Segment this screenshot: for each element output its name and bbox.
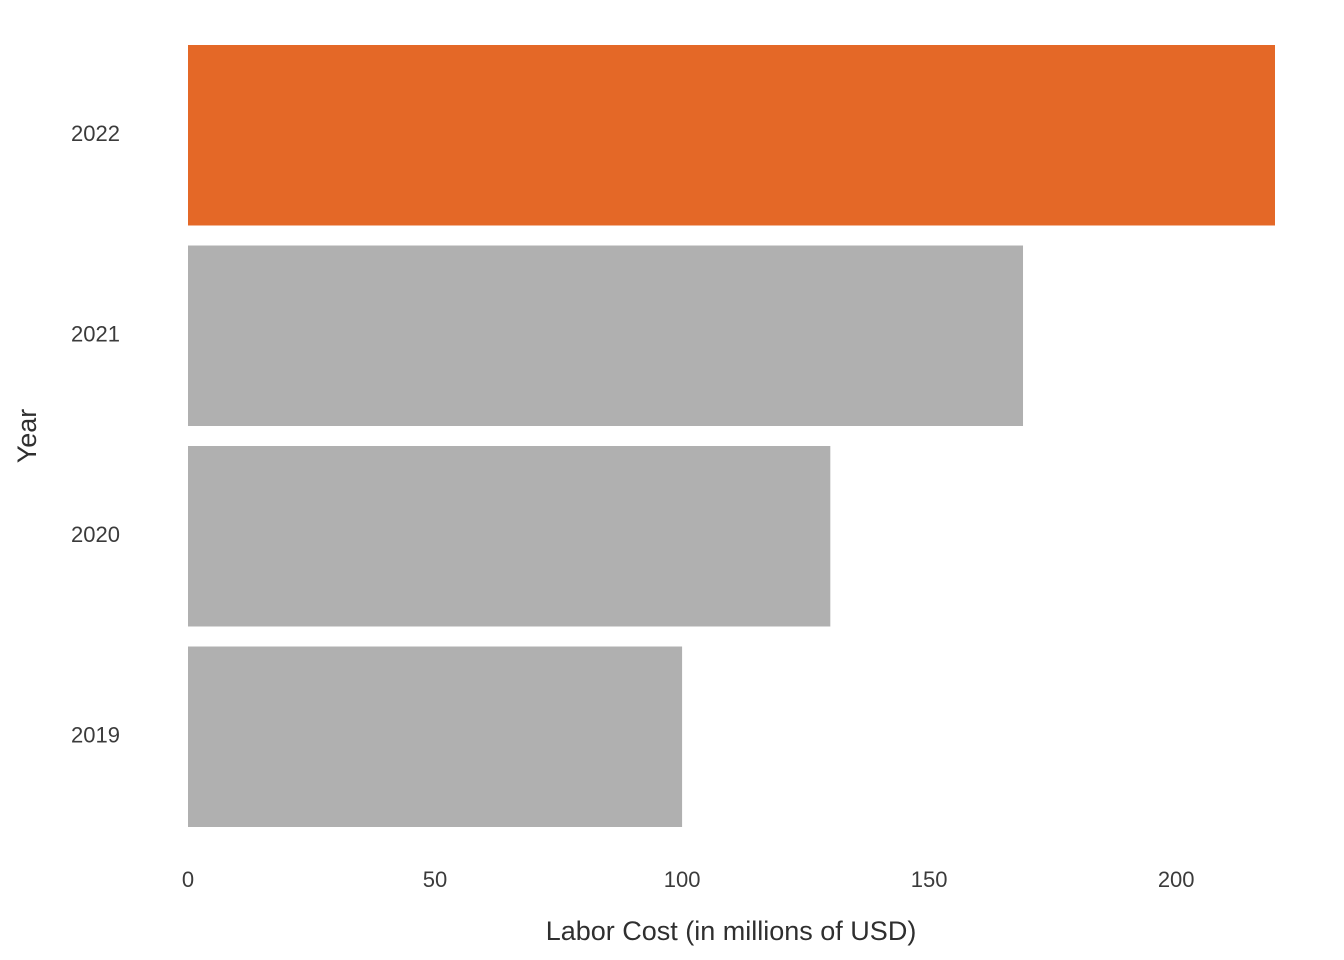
y-tick-label-2022: 2022 <box>71 121 120 146</box>
bar-2020 <box>188 446 831 627</box>
x-tick-labels: 0 50 100 150 200 <box>182 867 1195 892</box>
bar-2021 <box>188 245 1024 426</box>
bars-group <box>188 45 1275 827</box>
x-tick-label-200: 200 <box>1158 867 1195 892</box>
x-tick-label-0: 0 <box>182 867 194 892</box>
x-axis-title: Labor Cost (in millions of USD) <box>546 916 917 946</box>
y-axis-title: Year <box>12 409 42 464</box>
bar-2022 <box>188 45 1275 226</box>
x-tick-label-150: 150 <box>911 867 948 892</box>
bar-2019 <box>188 646 683 827</box>
x-tick-label-100: 100 <box>664 867 701 892</box>
y-tick-label-2019: 2019 <box>71 723 120 748</box>
y-tick-label-2021: 2021 <box>71 322 120 347</box>
y-tick-labels: 2019 2020 2021 2022 <box>71 121 120 748</box>
x-tick-label-50: 50 <box>423 867 447 892</box>
y-tick-label-2020: 2020 <box>71 522 120 547</box>
